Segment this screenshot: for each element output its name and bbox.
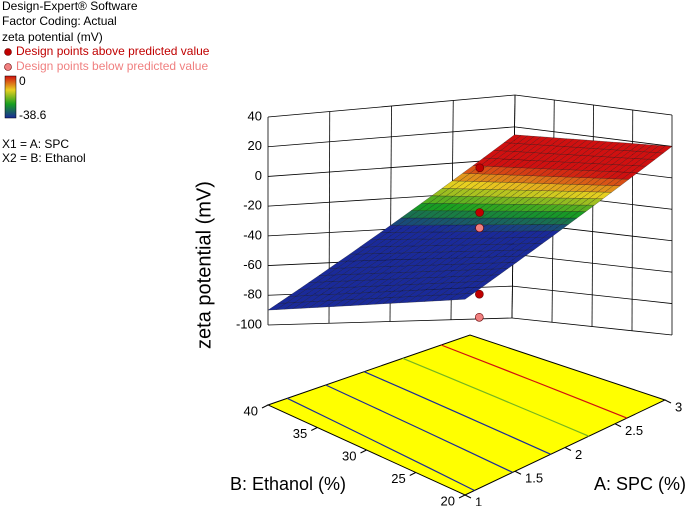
surface-facet: [503, 134, 522, 144]
x-tick-mark: [564, 447, 572, 451]
color-bar-min: -38.6: [19, 108, 47, 122]
surface-cell: [434, 181, 537, 226]
legend-label: Design points above predicted value: [16, 44, 210, 58]
surface-cell: [451, 134, 555, 183]
x-tick-mark: [464, 494, 472, 499]
x-tick-label: 1.5: [525, 471, 543, 486]
y-tick-mark: [261, 404, 269, 409]
surface-cell: [365, 263, 471, 306]
z-tick-label: -40: [243, 227, 262, 242]
z-tick-label: 20: [248, 138, 262, 153]
floor-contour: [402, 357, 590, 437]
design-point: [475, 289, 484, 299]
floor: [266, 334, 667, 496]
floor-contour: [286, 397, 475, 492]
design-point: [475, 163, 485, 173]
response-label: zeta potential (mV): [2, 30, 103, 44]
color-bar-max: 0: [19, 74, 26, 88]
surface-cell: [493, 137, 594, 184]
y-tick-mark: [409, 472, 416, 476]
z-tick-label: -100: [236, 316, 262, 331]
y-tick-mark: [458, 494, 466, 499]
floor-contour: [325, 384, 513, 473]
factor-label: X1 = A: SPC: [2, 137, 69, 151]
x-tick-label: 3: [675, 399, 682, 414]
x-tick-label: 2.5: [625, 423, 643, 438]
floor-contour: [440, 344, 628, 419]
grid-line: [631, 109, 634, 331]
surface-cell: [479, 183, 579, 225]
z-tick-label: 40: [248, 108, 262, 123]
y-tick-label: 30: [342, 448, 356, 463]
z-tick-label: -60: [243, 257, 262, 272]
factor-label: X2 = B: Ethanol: [2, 151, 86, 165]
y-tick-label: 35: [293, 426, 307, 441]
surface-cell: [267, 266, 377, 311]
color-bar: [4, 75, 17, 119]
surface-cell: [422, 224, 525, 266]
legend-marker: [4, 48, 12, 56]
legend-marker: [4, 63, 12, 71]
z-tick-label: 0: [255, 168, 262, 183]
x-tick-label: 2: [575, 447, 582, 462]
y-tick-mark: [360, 449, 367, 454]
x-tick-mark: [664, 399, 672, 404]
x-tick-mark: [514, 470, 522, 475]
y-tick-mark: [311, 427, 318, 431]
z-axis-label: zeta potential (mV): [193, 181, 215, 349]
x-tick-mark: [614, 423, 622, 428]
z-tick-label: -80: [243, 287, 262, 302]
surface-cell: [390, 180, 495, 226]
legend-label: Design points below predicted value: [16, 59, 208, 73]
grid-line: [591, 104, 594, 327]
x-tick-label: 1: [475, 494, 482, 506]
design-point: [475, 208, 484, 217]
y-axis-label: B: Ethanol (%): [230, 474, 346, 494]
z-tick-label: -20: [243, 198, 262, 213]
coding-label: Factor Coding: Actual: [2, 14, 117, 28]
y-tick-label: 25: [391, 471, 405, 486]
software-label: Design-Expert® Software: [2, 0, 138, 13]
x-axis-label: A: SPC (%): [594, 474, 686, 494]
design-point: [475, 223, 484, 233]
surface-cell: [523, 184, 621, 225]
surface-cell: [415, 262, 518, 303]
floor-contour: [363, 371, 551, 455]
surface-cell: [469, 224, 570, 264]
surface-cell: [316, 265, 424, 308]
surface-cell: [328, 224, 436, 269]
y-tick-label: 40: [244, 403, 258, 418]
design-point: [474, 312, 484, 322]
surface-cell: [577, 143, 673, 186]
y-tick-label: 20: [441, 493, 455, 506]
